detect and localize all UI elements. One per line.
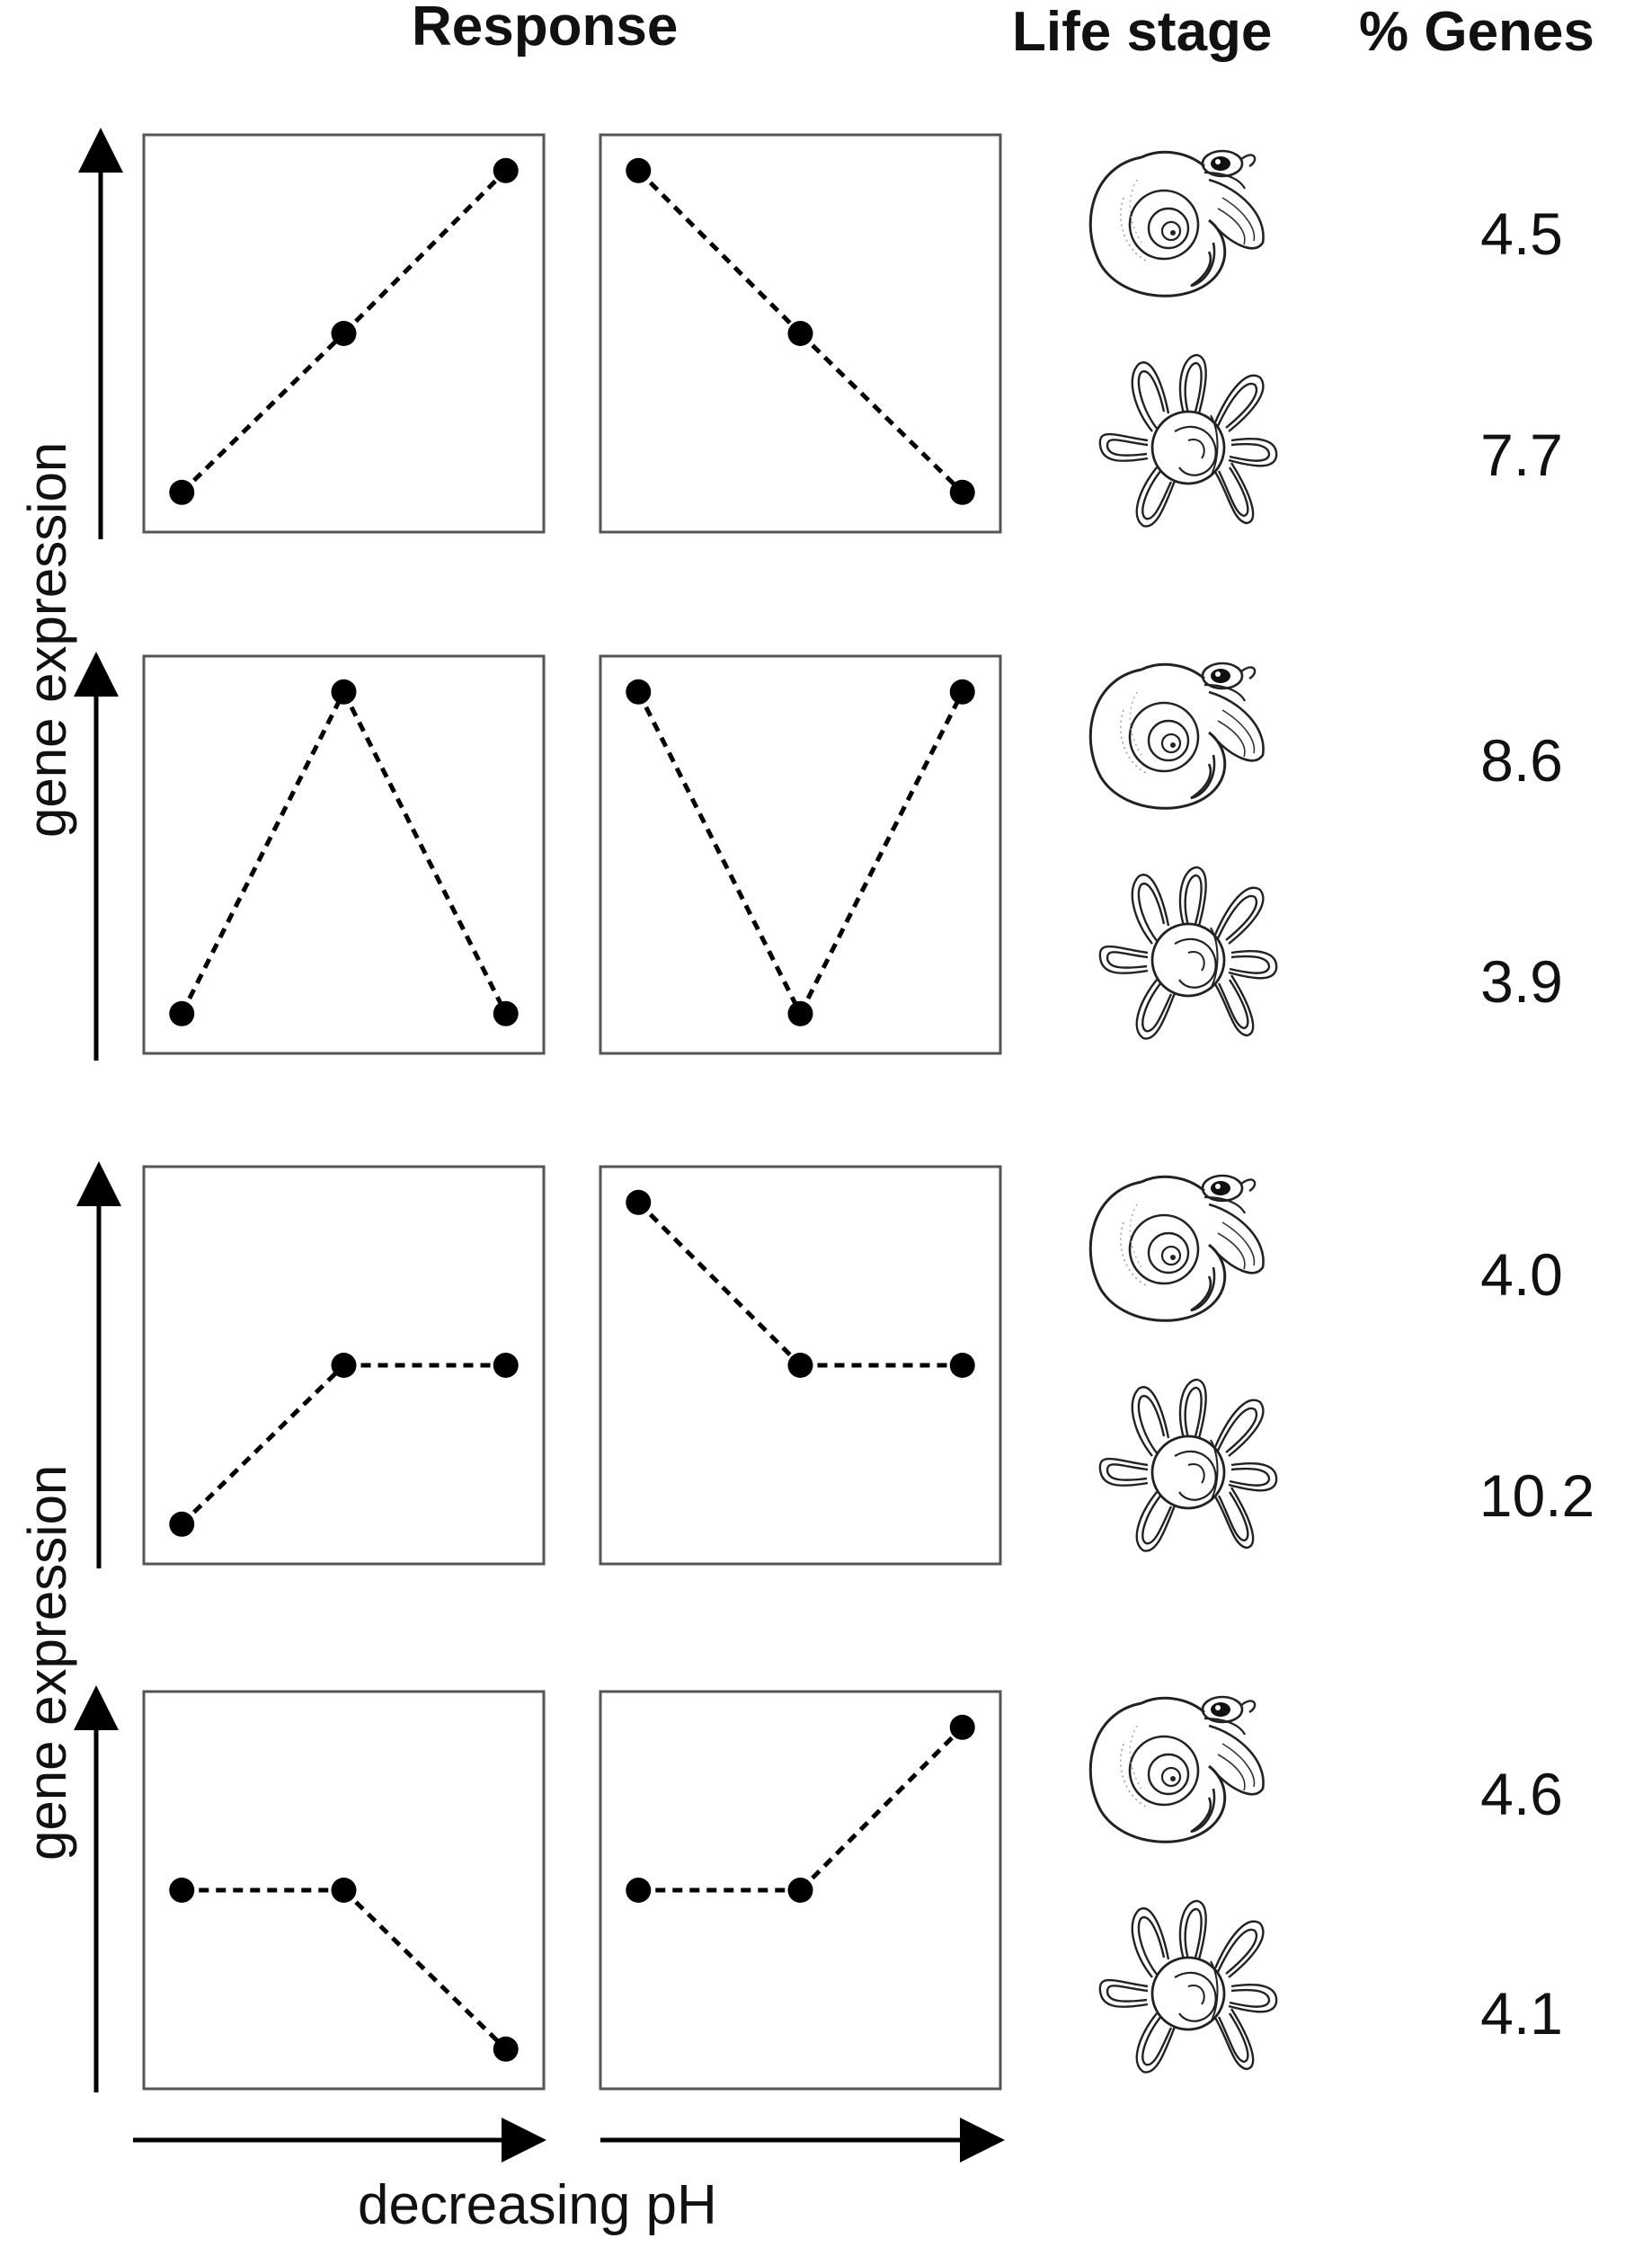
data-point (949, 679, 975, 705)
data-point (626, 1189, 652, 1215)
pct-row4-larva: 4.1 (1480, 1980, 1563, 2047)
series-line (342, 690, 508, 1015)
series-line (636, 169, 803, 335)
pteropod-larva-icon (1098, 1378, 1278, 1552)
data-point (331, 679, 357, 705)
data-point (787, 1353, 813, 1378)
pct-row2-larva: 3.9 (1480, 948, 1563, 1015)
pct-row3-adult: 4.0 (1480, 1241, 1563, 1308)
series-line (180, 690, 346, 1015)
series-line (636, 1201, 803, 1367)
series-line (798, 1726, 964, 1892)
series-line (342, 1888, 508, 2051)
data-point (626, 1878, 652, 1903)
data-point (169, 479, 195, 505)
series-line (798, 690, 964, 1015)
series-line (798, 332, 964, 494)
data-point (787, 321, 813, 346)
data-point (331, 321, 357, 346)
panel-r1-c1 (142, 133, 546, 534)
data-point (787, 1000, 813, 1026)
data-point (493, 1353, 519, 1378)
series-line (342, 169, 508, 335)
pteropod-adult-icon (1088, 149, 1266, 298)
percent-genes-header: % Genes (1359, 1, 1594, 63)
panel-r2-c1 (142, 654, 546, 1055)
series-line (180, 332, 346, 494)
data-point (493, 157, 519, 183)
panel-r1-c2 (599, 133, 1002, 534)
life-stage-header: Life stage (1012, 1, 1273, 63)
pct-row1-adult: 4.5 (1480, 200, 1563, 267)
panel-r3-c2 (599, 1165, 1002, 1566)
data-point (949, 1353, 975, 1378)
data-point (493, 1000, 519, 1026)
data-point (626, 679, 652, 705)
pteropod-adult-icon (1088, 1695, 1266, 1843)
data-point (169, 1878, 195, 1903)
pct-row3-larva: 10.2 (1479, 1462, 1595, 1529)
series-line (636, 690, 803, 1015)
x-axis-label: decreasing pH (358, 2174, 717, 2236)
data-point (331, 1353, 357, 1378)
pteropod-adult-icon (1088, 1174, 1266, 1322)
panel-r3-c1 (142, 1165, 546, 1566)
pteropod-adult-icon (1088, 662, 1266, 810)
data-point (331, 1878, 357, 1903)
panel-r4-c2 (599, 1690, 1002, 2091)
data-point (493, 2036, 519, 2062)
response-header: Response (412, 0, 679, 58)
pteropod-larva-icon (1098, 353, 1278, 528)
pct-row4-adult: 4.6 (1480, 1761, 1563, 1827)
pct-row1-larva: 7.7 (1480, 422, 1563, 488)
data-point (787, 1878, 813, 1903)
data-point (949, 1714, 975, 1740)
data-point (626, 157, 652, 183)
series-line (180, 1363, 346, 1526)
panel-r4-c1 (142, 1690, 546, 2091)
pteropod-larva-icon (1098, 866, 1278, 1040)
data-point (169, 1000, 195, 1026)
data-point (949, 479, 975, 505)
data-point (169, 1511, 195, 1537)
pteropod-larva-icon (1098, 1899, 1278, 2074)
panel-r2-c2 (599, 654, 1002, 1055)
pct-row2-adult: 8.6 (1480, 727, 1563, 794)
